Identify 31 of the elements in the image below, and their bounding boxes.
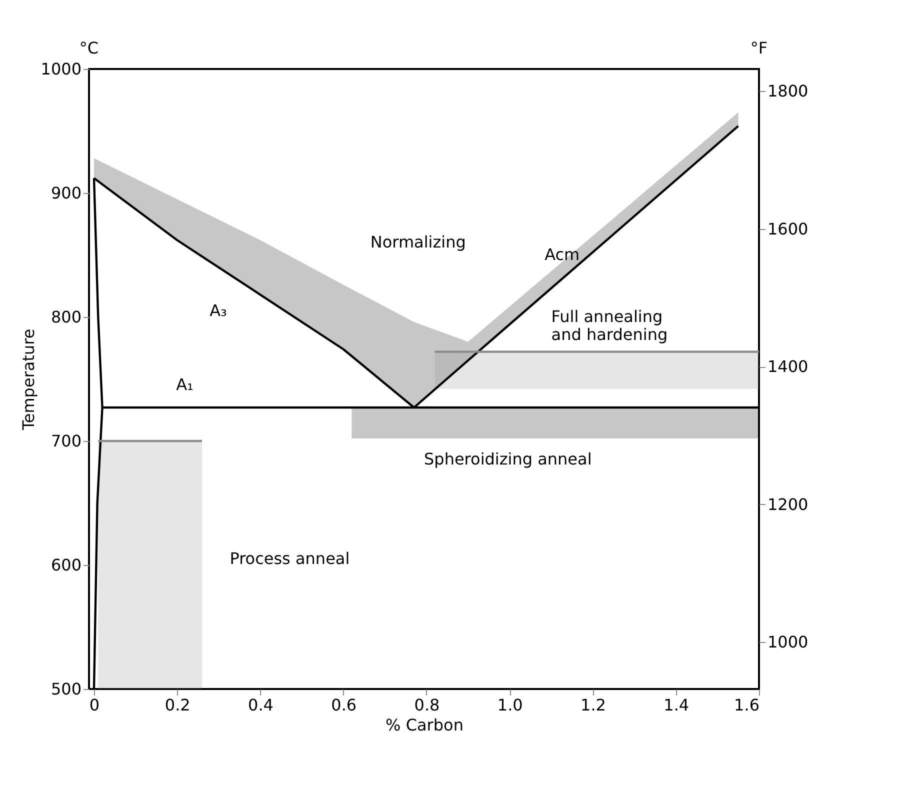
y-tick-label: 800	[50, 308, 82, 326]
x-tick-label: 0.6	[331, 696, 357, 714]
text: °F	[750, 38, 768, 58]
y-axis-title: Temperature	[18, 328, 38, 432]
y-tick-label: 500	[50, 680, 82, 698]
annotation: A₁	[176, 375, 194, 394]
x-tick-label: 1.0	[497, 696, 523, 714]
y2-tick-label: 1200	[768, 494, 808, 514]
text: °C	[79, 38, 99, 58]
y-tick-label: 900	[50, 184, 82, 202]
x-tick-label: 1.4	[664, 696, 690, 714]
annotation: Full annealing and hardening	[551, 307, 668, 344]
x-axis-title: % Carbon	[386, 716, 464, 734]
annotation: Process anneal	[230, 548, 350, 568]
annotation: Normalizing	[370, 232, 466, 252]
x-tick-label: 0	[89, 696, 100, 714]
x-tick-label: 1.6	[734, 696, 760, 714]
annotation: Acm	[544, 245, 580, 264]
y2-tick-label: 1000	[768, 632, 808, 652]
y2-tick-label: 1600	[768, 219, 808, 238]
x-tick-label: 0.8	[414, 696, 440, 714]
y2-tick-label: 1800	[768, 82, 808, 101]
x-tick-label: 1.2	[580, 696, 606, 714]
annotation: A₃	[210, 300, 227, 320]
x-tick-label: 0.4	[248, 696, 274, 714]
y-tick-label: 600	[50, 556, 82, 574]
y-tick-label: 1000	[40, 60, 82, 78]
y2-tick-label: 1400	[768, 357, 808, 376]
annotation: Spheroidizing anneal	[424, 450, 592, 469]
x-tick-label: 0.2	[164, 696, 190, 714]
y-tick-label: 700	[50, 432, 82, 450]
